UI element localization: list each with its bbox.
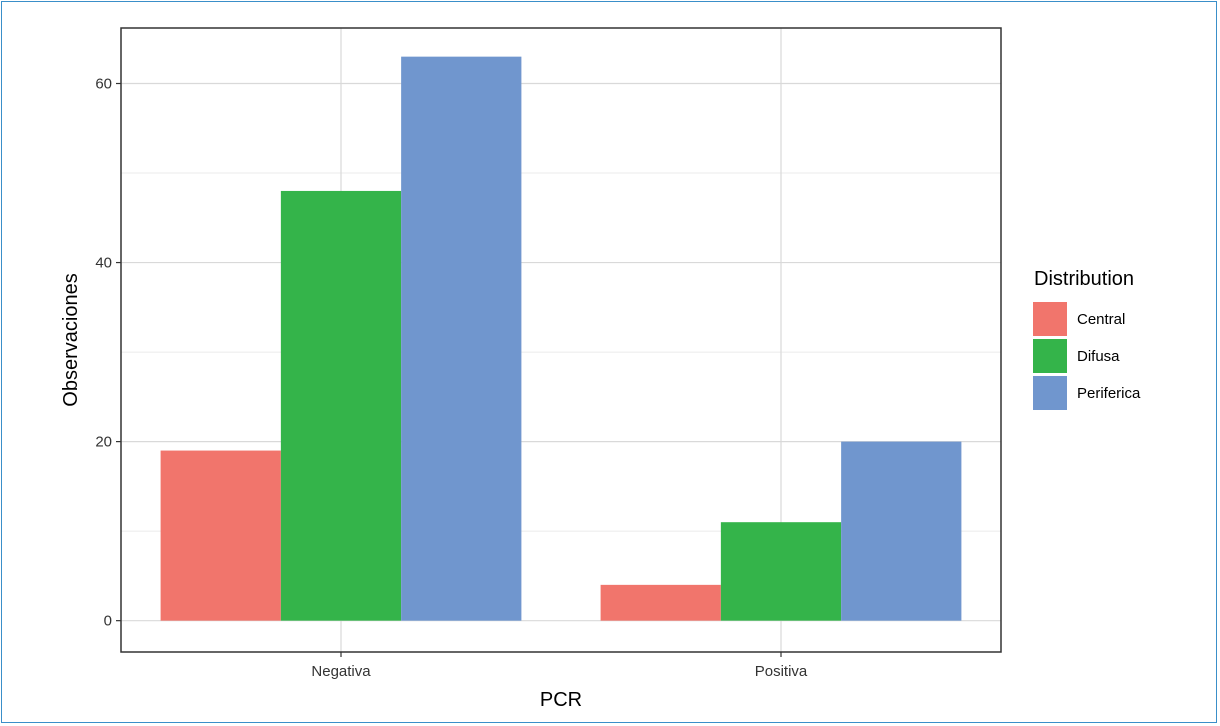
- bar-difusa-negativa: [280, 190, 402, 621]
- y-tick-label: 40: [95, 255, 112, 272]
- legend-key-central: [1033, 302, 1067, 336]
- legend-label-central: Central: [1077, 311, 1125, 328]
- y-tick-label: 0: [104, 613, 112, 630]
- y-axis-title: Observaciones: [60, 273, 82, 406]
- bars: [160, 56, 962, 621]
- y-tick-label: 60: [95, 76, 112, 93]
- plot-border: [120, 27, 1002, 653]
- bar-difusa-positiva: [720, 522, 842, 621]
- x-tick-label: Positiva: [755, 663, 808, 680]
- x-tick-label: Negativa: [311, 663, 371, 680]
- legend: Distribution Central Difusa Periferica: [1033, 268, 1141, 410]
- bar-periferica-positiva: [841, 441, 962, 621]
- bar-central-positiva: [600, 584, 721, 621]
- legend-label-difusa: Difusa: [1077, 348, 1120, 365]
- legend-key-difusa: [1033, 339, 1067, 373]
- y-axis: 0 20 40 60: [95, 76, 121, 630]
- y-tick-label: 20: [95, 434, 112, 451]
- bar-central-negativa: [160, 450, 281, 621]
- bar-periferica-negativa: [401, 56, 522, 621]
- x-axis: Negativa Positiva: [311, 652, 808, 680]
- legend-key-periferica: [1033, 376, 1067, 410]
- x-axis-title: PCR: [540, 689, 582, 711]
- legend-title: Distribution: [1034, 268, 1134, 290]
- legend-label-periferica: Periferica: [1077, 385, 1141, 402]
